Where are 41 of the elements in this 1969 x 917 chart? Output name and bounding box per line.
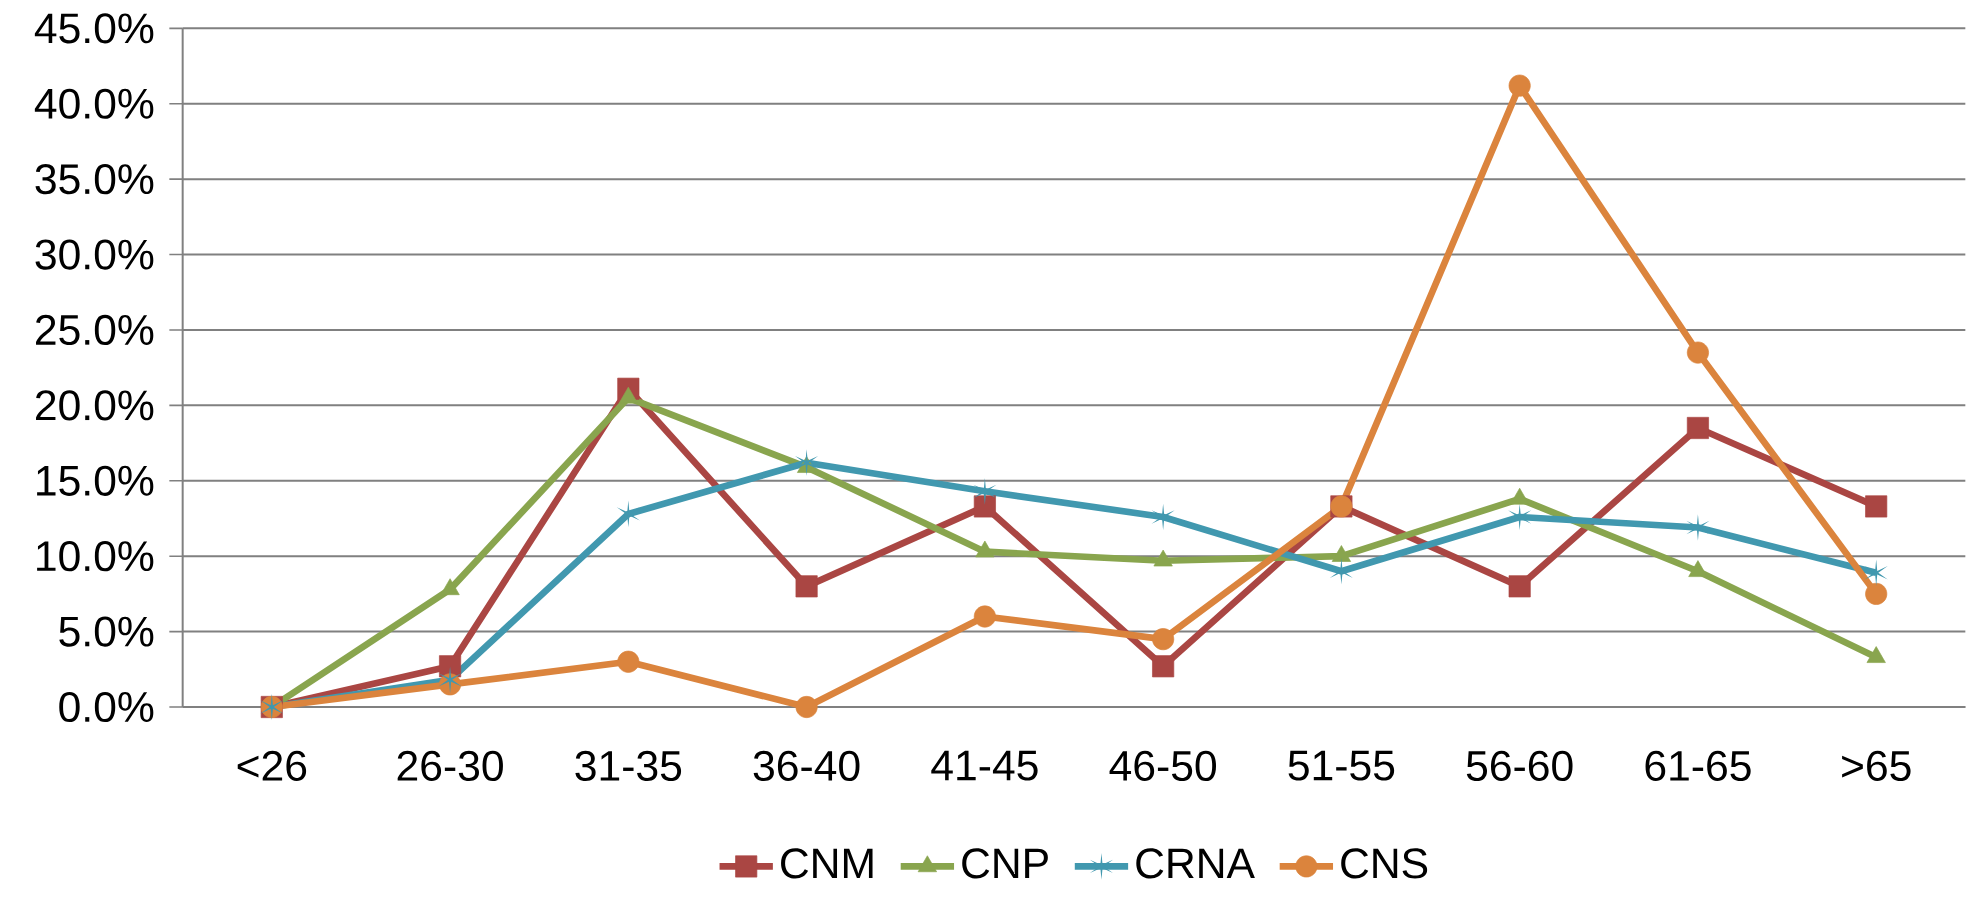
x-tick-label: 36-40 <box>753 750 860 782</box>
y-tick-label: 20.0% <box>36 390 154 421</box>
point <box>1152 655 1175 678</box>
point <box>1152 628 1175 651</box>
point <box>795 695 818 719</box>
x-tick-label: 51-55 <box>1288 750 1395 781</box>
x-tick-label: 56-60 <box>1466 750 1573 782</box>
point <box>973 495 996 518</box>
point <box>1329 557 1353 585</box>
point <box>1686 416 1709 439</box>
y-tick-label: 25.0% <box>36 314 154 346</box>
point <box>1686 341 1709 364</box>
point <box>1508 575 1531 598</box>
x-tick-label: 26-30 <box>397 750 503 782</box>
point <box>617 650 640 673</box>
y-tick-label: 10.0% <box>37 541 154 572</box>
y-tick-label: 15.0% <box>37 465 154 496</box>
legend-label: CNS <box>1341 848 1428 879</box>
y-tick-label: 40.0% <box>34 88 154 119</box>
point <box>1865 582 1888 605</box>
y-tick-label: 30.0% <box>35 239 154 270</box>
point <box>616 500 640 528</box>
y-tick-label: 5.0% <box>59 616 154 647</box>
point <box>795 449 819 477</box>
y-tick-label: 45.0% <box>34 13 154 44</box>
point <box>1865 495 1888 518</box>
legend-label: CNM <box>781 848 873 879</box>
x-tick-label: <26 <box>237 750 307 782</box>
legend-label: CRNA <box>1136 848 1255 879</box>
legend-label: CNP <box>962 848 1048 879</box>
x-tick-label: 41-45 <box>931 750 1038 781</box>
x-tick-label: 46-50 <box>1109 750 1217 782</box>
y-tick-label: 0.0% <box>59 691 154 723</box>
point <box>795 575 818 598</box>
x-tick-label: 31-35 <box>575 750 682 782</box>
x-tick-label: 61-65 <box>1645 750 1751 782</box>
point <box>1508 503 1532 531</box>
point <box>973 605 996 628</box>
y-tick-label: 35.0% <box>35 164 154 195</box>
point <box>1508 74 1531 97</box>
x-tick-label: >65 <box>1842 750 1911 782</box>
